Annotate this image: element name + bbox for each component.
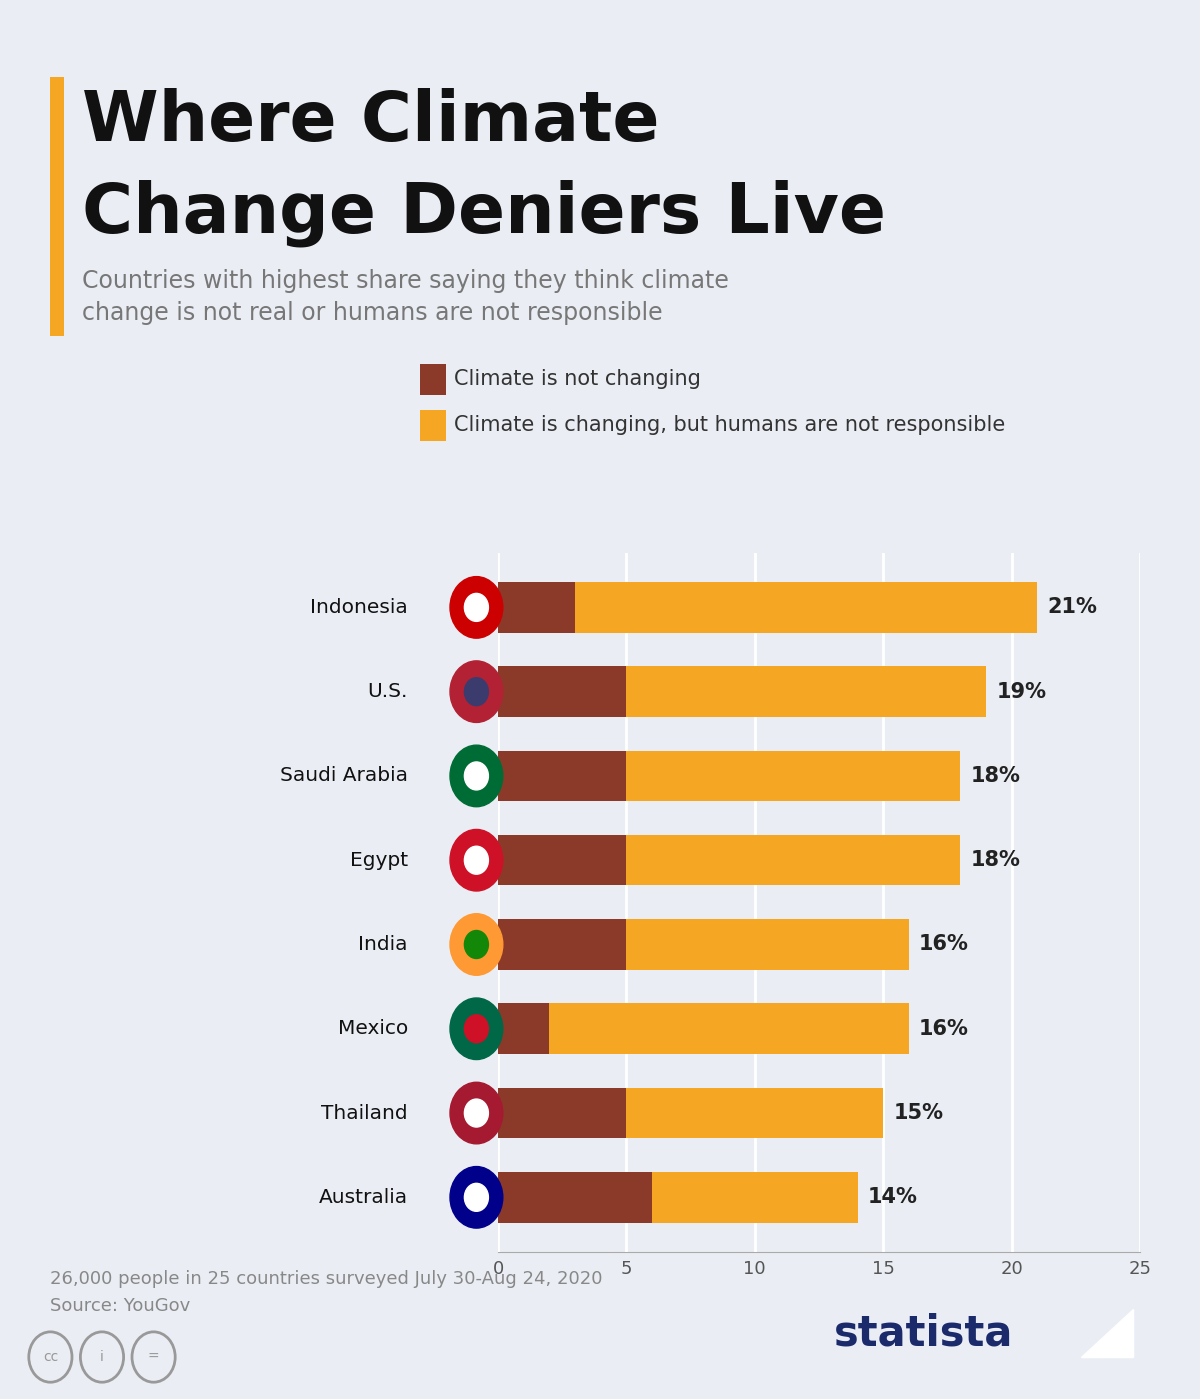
Text: cc: cc xyxy=(43,1350,58,1364)
Bar xyxy=(498,751,626,802)
Text: India: India xyxy=(359,935,408,954)
Bar xyxy=(498,835,626,886)
Text: 19%: 19% xyxy=(996,681,1046,702)
Bar xyxy=(652,1172,858,1223)
Text: i: i xyxy=(100,1350,104,1364)
Text: 21%: 21% xyxy=(1048,597,1098,617)
Bar xyxy=(626,919,908,970)
Text: Climate is changing, but humans are not responsible: Climate is changing, but humans are not … xyxy=(454,416,1004,435)
Text: Australia: Australia xyxy=(319,1188,408,1207)
Bar xyxy=(498,1003,550,1053)
Text: statista: statista xyxy=(834,1312,1013,1354)
Bar xyxy=(626,835,960,886)
Text: Indonesia: Indonesia xyxy=(311,597,408,617)
Text: 18%: 18% xyxy=(971,851,1020,870)
Text: Mexico: Mexico xyxy=(337,1020,408,1038)
Text: 16%: 16% xyxy=(919,935,970,954)
Bar xyxy=(550,1003,908,1053)
Text: Egypt: Egypt xyxy=(350,851,408,870)
Text: Saudi Arabia: Saudi Arabia xyxy=(280,767,408,785)
Bar xyxy=(626,1088,883,1139)
Bar xyxy=(575,582,1037,632)
Bar xyxy=(626,666,986,716)
Text: 26,000 people in 25 countries surveyed July 30-Aug 24, 2020: 26,000 people in 25 countries surveyed J… xyxy=(50,1270,602,1288)
Text: 15%: 15% xyxy=(894,1102,943,1123)
Bar xyxy=(498,582,575,632)
Bar xyxy=(498,666,626,716)
Text: Change Deniers Live: Change Deniers Live xyxy=(82,179,886,246)
Polygon shape xyxy=(1080,1309,1134,1357)
Text: 16%: 16% xyxy=(919,1018,970,1039)
Text: Where Climate: Where Climate xyxy=(82,88,659,155)
Text: 14%: 14% xyxy=(868,1188,918,1207)
Bar xyxy=(498,1088,626,1139)
Text: Thailand: Thailand xyxy=(322,1104,408,1122)
Text: U.S.: U.S. xyxy=(367,683,408,701)
Text: Countries with highest share saying they think climate
change is not real or hum: Countries with highest share saying they… xyxy=(82,269,728,325)
Bar xyxy=(626,751,960,802)
Text: =: = xyxy=(148,1350,160,1364)
Text: Source: YouGov: Source: YouGov xyxy=(50,1297,191,1315)
Bar xyxy=(498,919,626,970)
Text: Climate is not changing: Climate is not changing xyxy=(454,369,701,389)
Bar xyxy=(498,1172,652,1223)
Text: 18%: 18% xyxy=(971,765,1020,786)
